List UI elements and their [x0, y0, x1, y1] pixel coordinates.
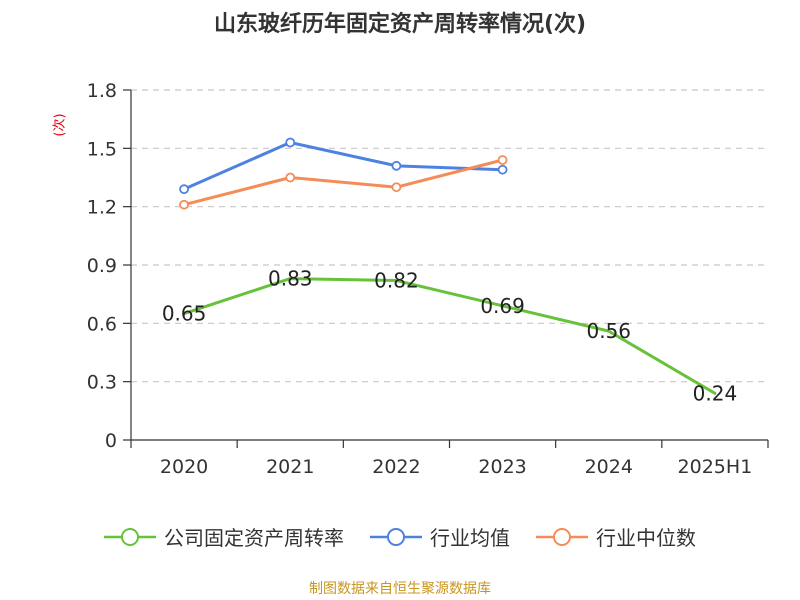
y-tick-label: 1.5: [87, 138, 117, 160]
y-tick-label: 0.6: [87, 313, 117, 335]
y-tick-label: 0: [105, 430, 117, 452]
data-label-0: 0.83: [268, 267, 313, 291]
series-point-1: [391, 160, 402, 171]
legend-marker-industry-avg: [370, 527, 422, 546]
legend-item-industry-avg[interactable]: 行业均值: [370, 522, 510, 551]
series-line-2: [182, 158, 505, 207]
x-tick-label: 2024: [585, 456, 633, 478]
data-label-0: 0.56: [586, 319, 631, 343]
chart-legend: 公司固定资产周转率 行业均值 行业中位数: [0, 522, 800, 551]
legend-item-industry-median[interactable]: 行业中位数: [536, 522, 696, 551]
legend-marker-company: [104, 527, 156, 546]
series-point-1: [497, 164, 508, 175]
series-point-1: [179, 184, 189, 195]
y-tick-label: 0.9: [87, 255, 117, 277]
series-point-2: [391, 182, 402, 193]
x-tick-label: 2022: [372, 456, 420, 478]
series-point-2: [285, 172, 296, 183]
y-tick-label: 1.2: [87, 197, 117, 219]
x-tick-label: 2025H1: [678, 456, 753, 478]
data-label-0: 0.82: [374, 269, 419, 293]
x-tick-label: 2021: [266, 456, 314, 478]
series-line-0: [182, 277, 717, 395]
y-tick-label: 0.3: [87, 372, 117, 394]
x-tick-label: 2023: [478, 456, 526, 478]
legend-item-company[interactable]: 公司固定资产周转率: [104, 522, 344, 551]
source-note: 制图数据来自恒生聚源数据库: [309, 581, 491, 597]
data-label-0: 0.24: [693, 381, 738, 405]
series-point-2: [497, 155, 508, 165]
chart-title: 山东玻纤历年固定资产周转率情况(次): [213, 12, 587, 37]
series-line-1: [182, 141, 505, 191]
data-label-0: 0.69: [480, 294, 525, 318]
data-label-0: 0.65: [162, 302, 207, 326]
y-tick-label: 1.8: [87, 80, 117, 102]
legend-label-company: 公司固定资产周转率: [164, 526, 344, 550]
legend-label-industry-median: 行业中位数: [596, 526, 696, 550]
legend-marker-industry-median: [536, 527, 588, 546]
legend-label-industry-avg: 行业均值: [430, 526, 510, 550]
series-point-2: [179, 199, 189, 210]
x-tick-label: 2020: [160, 456, 208, 478]
series-point-1: [285, 137, 296, 148]
